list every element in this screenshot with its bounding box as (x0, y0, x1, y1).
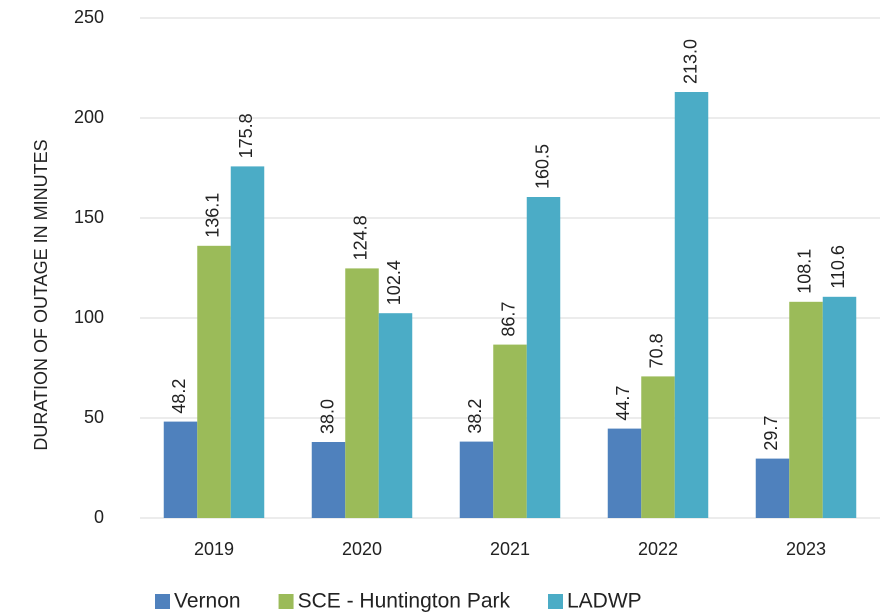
y-tick-label: 250 (74, 7, 104, 27)
data-label: 175.8 (236, 113, 256, 158)
bar (378, 313, 413, 518)
bar (459, 441, 494, 518)
data-label: 108.1 (795, 249, 815, 294)
data-label: 38.0 (317, 399, 337, 434)
data-label: 48.2 (169, 379, 189, 414)
x-tick-label: 2023 (786, 539, 826, 559)
x-tick-label: 2019 (194, 539, 234, 559)
y-tick-label: 100 (74, 307, 104, 327)
y-tick-label: 0 (94, 507, 104, 527)
bar (345, 268, 379, 518)
legend-label: LADWP (567, 590, 642, 613)
data-label: 102.4 (384, 260, 404, 305)
bar (493, 344, 527, 518)
bar (163, 421, 198, 518)
bar (526, 197, 561, 518)
legend-label: Vernon (174, 590, 241, 613)
bar (230, 166, 265, 518)
bar (755, 458, 790, 518)
bar (674, 92, 709, 518)
bar (789, 301, 823, 518)
y-tick-label: 200 (74, 107, 104, 127)
data-label: 213.0 (680, 39, 700, 84)
legend-swatch (278, 594, 294, 609)
data-label: 124.8 (351, 215, 371, 260)
x-tick-label: 2021 (490, 539, 530, 559)
bar (607, 428, 642, 518)
data-label: 110.6 (828, 245, 848, 289)
legend-swatch (155, 594, 170, 609)
data-label: 29.7 (761, 416, 781, 451)
data-label: 44.7 (613, 386, 633, 421)
bar (197, 245, 231, 519)
y-axis-label: DURATION OF OUTAGE IN MINUTES (31, 139, 51, 450)
data-label: 86.7 (499, 302, 519, 337)
data-label: 70.8 (647, 333, 667, 368)
y-tick-label: 150 (74, 207, 104, 227)
bar (641, 376, 675, 518)
legend-swatch (548, 594, 563, 609)
bar (822, 296, 857, 518)
legend-label: SCE - Huntington Park (298, 590, 511, 613)
data-label: 136.1 (203, 193, 223, 238)
data-label: 38.2 (465, 399, 485, 434)
x-tick-label: 2020 (342, 539, 382, 559)
data-label: 160.5 (532, 144, 552, 189)
x-tick-label: 2022 (638, 539, 678, 559)
bar (311, 442, 346, 518)
y-tick-label: 50 (84, 407, 104, 427)
